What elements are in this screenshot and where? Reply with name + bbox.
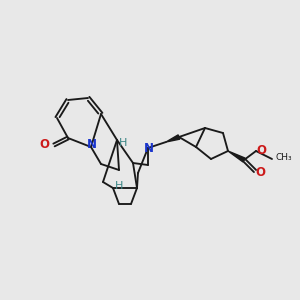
Text: N: N [144,142,154,155]
Text: H: H [115,181,123,191]
Polygon shape [166,135,180,142]
Text: O: O [256,143,266,157]
Text: H: H [119,138,127,148]
Polygon shape [228,151,245,162]
Text: O: O [39,139,49,152]
Text: N: N [87,139,97,152]
Text: CH₃: CH₃ [276,154,292,163]
Text: O: O [255,166,265,178]
